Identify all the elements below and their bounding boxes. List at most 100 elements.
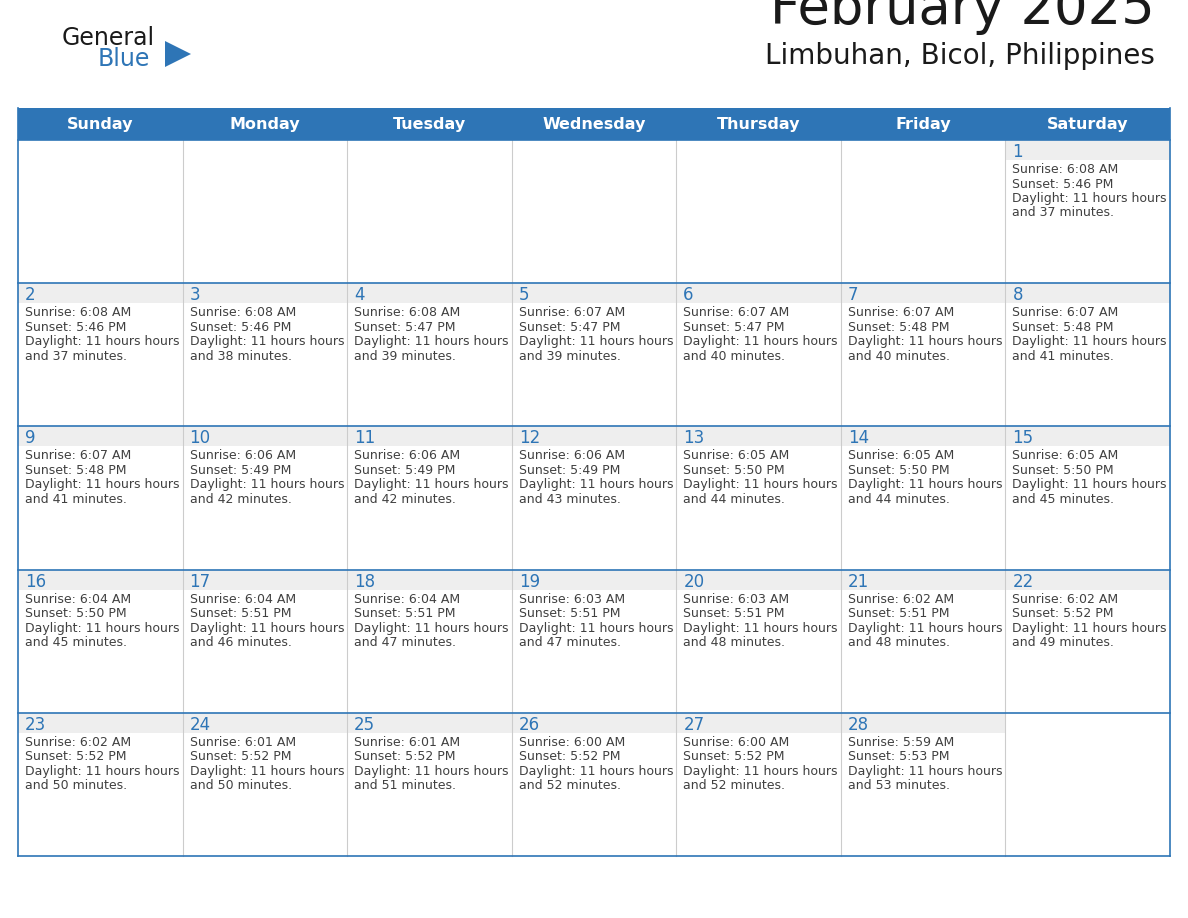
Text: Sunrise: 6:07 AM: Sunrise: 6:07 AM (848, 307, 954, 319)
Text: Sunrise: 6:07 AM: Sunrise: 6:07 AM (683, 307, 790, 319)
Text: Sunset: 5:48 PM: Sunset: 5:48 PM (848, 320, 949, 334)
Text: Daylight: 11 hours hours: Daylight: 11 hours hours (190, 335, 345, 348)
Bar (841, 569, 1005, 589)
Text: Sunrise: 6:08 AM: Sunrise: 6:08 AM (25, 307, 131, 319)
Text: Friday: Friday (896, 117, 950, 131)
Text: Sunset: 5:47 PM: Sunset: 5:47 PM (519, 320, 620, 334)
Text: Sunset: 5:46 PM: Sunset: 5:46 PM (190, 320, 291, 334)
Text: Daylight: 11 hours hours: Daylight: 11 hours hours (1012, 621, 1167, 634)
Bar (512, 712, 676, 733)
Text: Limbuhan, Bicol, Philippines: Limbuhan, Bicol, Philippines (765, 42, 1155, 70)
Text: Sunrise: 6:06 AM: Sunrise: 6:06 AM (190, 450, 296, 463)
Text: and 44 minutes.: and 44 minutes. (683, 493, 785, 506)
Text: 10: 10 (190, 430, 210, 447)
Text: and 38 minutes.: and 38 minutes. (190, 350, 291, 363)
Text: 19: 19 (519, 573, 539, 590)
Text: Daylight: 11 hours hours: Daylight: 11 hours hours (25, 335, 179, 348)
Text: 14: 14 (848, 430, 868, 447)
Text: 18: 18 (354, 573, 375, 590)
Text: Thursday: Thursday (716, 117, 801, 131)
Text: 6: 6 (683, 286, 694, 304)
Text: Sunrise: 6:01 AM: Sunrise: 6:01 AM (354, 736, 460, 749)
Text: February 2025: February 2025 (770, 0, 1155, 35)
Text: Sunrise: 6:06 AM: Sunrise: 6:06 AM (354, 450, 460, 463)
Text: 15: 15 (1012, 430, 1034, 447)
Text: Wednesday: Wednesday (542, 117, 646, 131)
Text: and 39 minutes.: and 39 minutes. (519, 350, 620, 363)
Text: Daylight: 11 hours hours: Daylight: 11 hours hours (25, 765, 179, 778)
Text: Sunrise: 6:03 AM: Sunrise: 6:03 AM (683, 593, 789, 606)
Text: Daylight: 11 hours hours: Daylight: 11 hours hours (354, 478, 508, 491)
Bar (512, 426, 676, 446)
Text: 11: 11 (354, 430, 375, 447)
Text: and 47 minutes.: and 47 minutes. (354, 636, 456, 649)
Text: and 37 minutes.: and 37 minutes. (1012, 207, 1114, 219)
Text: and 41 minutes.: and 41 minutes. (25, 493, 127, 506)
Bar (183, 426, 347, 446)
Text: and 37 minutes.: and 37 minutes. (25, 350, 127, 363)
Bar (1005, 283, 1170, 303)
Text: and 45 minutes.: and 45 minutes. (25, 636, 127, 649)
Bar (18, 569, 183, 589)
Text: Sunset: 5:48 PM: Sunset: 5:48 PM (25, 464, 126, 476)
Text: Sunrise: 6:07 AM: Sunrise: 6:07 AM (519, 307, 625, 319)
Text: Daylight: 11 hours hours: Daylight: 11 hours hours (190, 478, 345, 491)
Text: and 46 minutes.: and 46 minutes. (190, 636, 291, 649)
Text: 7: 7 (848, 286, 859, 304)
Text: Sunset: 5:52 PM: Sunset: 5:52 PM (25, 750, 126, 763)
Text: and 42 minutes.: and 42 minutes. (354, 493, 456, 506)
Text: 4: 4 (354, 286, 365, 304)
Text: and 39 minutes.: and 39 minutes. (354, 350, 456, 363)
Text: Sunrise: 6:08 AM: Sunrise: 6:08 AM (354, 307, 461, 319)
Text: Sunrise: 5:59 AM: Sunrise: 5:59 AM (848, 736, 954, 749)
Text: General: General (62, 26, 156, 50)
Text: Sunrise: 6:06 AM: Sunrise: 6:06 AM (519, 450, 625, 463)
Text: Sunrise: 6:08 AM: Sunrise: 6:08 AM (1012, 163, 1119, 176)
Text: Daylight: 11 hours hours: Daylight: 11 hours hours (848, 621, 1003, 634)
Text: Sunrise: 6:05 AM: Sunrise: 6:05 AM (1012, 450, 1119, 463)
Bar (1005, 140, 1170, 160)
Bar (347, 426, 512, 446)
Text: 24: 24 (190, 716, 210, 733)
Text: and 44 minutes.: and 44 minutes. (848, 493, 949, 506)
Text: Blue: Blue (97, 47, 151, 71)
Text: Sunrise: 6:07 AM: Sunrise: 6:07 AM (1012, 307, 1119, 319)
Text: 9: 9 (25, 430, 36, 447)
Text: Monday: Monday (229, 117, 301, 131)
Text: Sunrise: 6:00 AM: Sunrise: 6:00 AM (519, 736, 625, 749)
Text: Daylight: 11 hours hours: Daylight: 11 hours hours (683, 478, 838, 491)
Text: Sunset: 5:50 PM: Sunset: 5:50 PM (1012, 464, 1114, 476)
Text: 5: 5 (519, 286, 529, 304)
Text: Daylight: 11 hours hours: Daylight: 11 hours hours (190, 765, 345, 778)
Text: 12: 12 (519, 430, 541, 447)
Bar (183, 569, 347, 589)
Text: and 45 minutes.: and 45 minutes. (1012, 493, 1114, 506)
Text: and 52 minutes.: and 52 minutes. (519, 779, 620, 792)
Text: Sunset: 5:49 PM: Sunset: 5:49 PM (519, 464, 620, 476)
Bar (183, 712, 347, 733)
Bar (676, 426, 841, 446)
Text: 13: 13 (683, 430, 704, 447)
Text: Daylight: 11 hours hours: Daylight: 11 hours hours (519, 335, 674, 348)
Text: 20: 20 (683, 573, 704, 590)
Text: Sunrise: 6:01 AM: Sunrise: 6:01 AM (190, 736, 296, 749)
Text: Sunset: 5:50 PM: Sunset: 5:50 PM (25, 607, 127, 620)
Text: Sunset: 5:50 PM: Sunset: 5:50 PM (848, 464, 949, 476)
Text: Sunset: 5:46 PM: Sunset: 5:46 PM (25, 320, 126, 334)
Text: and 40 minutes.: and 40 minutes. (683, 350, 785, 363)
Text: Sunset: 5:49 PM: Sunset: 5:49 PM (190, 464, 291, 476)
Bar (18, 712, 183, 733)
Bar (1005, 426, 1170, 446)
Polygon shape (165, 41, 191, 67)
Text: Sunday: Sunday (67, 117, 133, 131)
Text: 27: 27 (683, 716, 704, 733)
Bar (347, 283, 512, 303)
Bar (512, 569, 676, 589)
Text: and 43 minutes.: and 43 minutes. (519, 493, 620, 506)
Text: Sunset: 5:51 PM: Sunset: 5:51 PM (848, 607, 949, 620)
Bar (676, 569, 841, 589)
Text: Daylight: 11 hours hours: Daylight: 11 hours hours (848, 765, 1003, 778)
Bar (676, 283, 841, 303)
Text: Daylight: 11 hours hours: Daylight: 11 hours hours (354, 621, 508, 634)
Text: and 40 minutes.: and 40 minutes. (848, 350, 950, 363)
